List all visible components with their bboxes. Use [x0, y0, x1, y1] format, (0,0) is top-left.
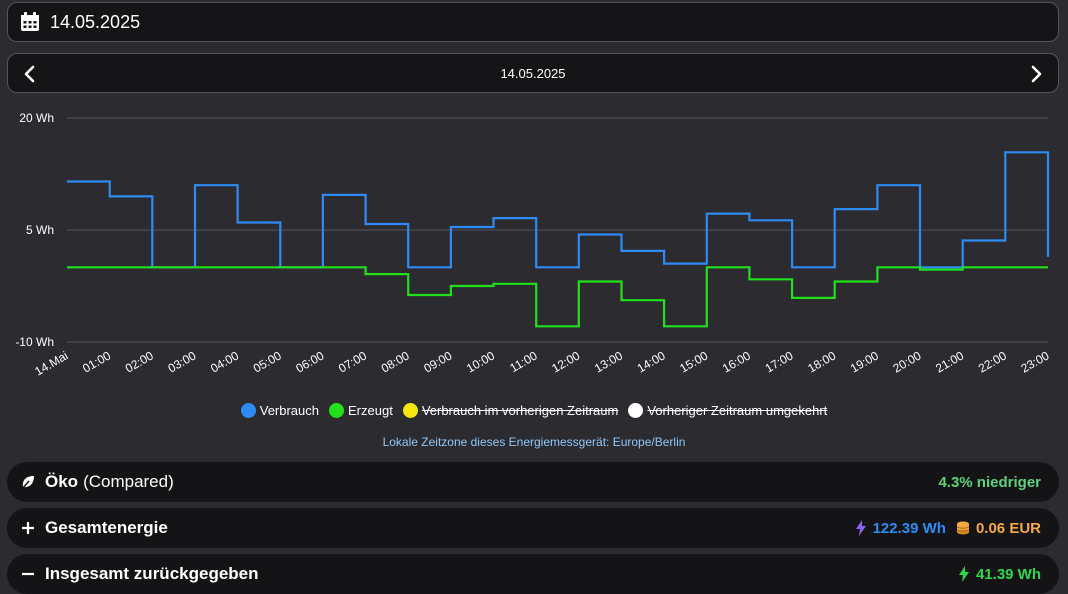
series-line-erzeugt: [67, 266, 1048, 328]
minus-icon: [19, 565, 37, 583]
returned-energy-label: Insgesamt zurückgegeben: [45, 564, 259, 583]
x-tick-label: 14.Mai: [32, 348, 70, 378]
eco-sub-label: (Compared): [83, 472, 174, 491]
timezone-note: Lokale Zeitzone dieses Energiemessgerät:…: [382, 435, 686, 449]
x-tick-label: 18:00: [805, 348, 838, 375]
x-tick-label: 09:00: [421, 348, 454, 375]
legend-dot: [329, 402, 344, 418]
chevron-right-icon[interactable]: [1024, 62, 1048, 86]
legend-label: Erzeugt: [348, 402, 393, 418]
legend-dot: [628, 402, 644, 418]
x-tick-label: 21:00: [933, 348, 966, 375]
x-tick-label: 14:00: [635, 348, 668, 375]
x-tick-label: 22:00: [976, 348, 1009, 375]
leaf-icon: [19, 473, 37, 491]
coins-icon: [956, 521, 970, 535]
x-tick-label: 19:00: [848, 348, 881, 375]
legend-item[interactable]: Vorheriger Zeitraum umgekehrt: [628, 402, 828, 418]
x-tick-label: 06:00: [293, 348, 326, 375]
legend-dot: [240, 402, 256, 418]
x-tick-label: 01:00: [80, 348, 113, 375]
chart-legend: Verbrauch Erzeugt Verbrauch im vorherigen …: [0, 400, 1068, 420]
x-tick-label: 20:00: [891, 348, 924, 375]
date-navigator: 14.05.2025: [7, 53, 1059, 93]
date-picker-field[interactable]: 14.05.2025: [7, 2, 1059, 42]
x-tick-label: 03:00: [165, 348, 198, 375]
x-tick-label: 15:00: [677, 348, 710, 375]
y-tick-label: 20 Wh: [19, 111, 54, 125]
total-energy-label: Gesamtenergie: [45, 518, 168, 537]
x-tick-label: 16:00: [720, 348, 753, 375]
date-value: 14.05.2025: [50, 11, 141, 32]
returned-energy-value: 41.39 Wh: [975, 565, 1041, 583]
x-tick-label: 10:00: [464, 348, 497, 375]
total-energy-value: 122.39 Wh: [872, 519, 946, 537]
legend-item[interactable]: Verbrauch im vorherigen Zeitraum: [402, 402, 619, 418]
series-line-verbrauch: [67, 151, 1050, 269]
legend-label: Verbrauch: [259, 402, 319, 418]
returned-energy-row[interactable]: Insgesamt zurückgegeben 41.39 Wh: [7, 554, 1059, 594]
total-cost-value: 0.06 EUR: [975, 519, 1041, 537]
x-tick-label: 12:00: [549, 348, 582, 375]
legend-item[interactable]: Erzeugt: [329, 402, 393, 418]
lightning-icon: [958, 566, 969, 582]
legend-item[interactable]: Verbrauch: [240, 402, 319, 418]
y-tick-label: 5 Wh: [26, 223, 54, 237]
plus-icon: [19, 519, 37, 537]
x-tick-label: 23:00: [1018, 348, 1051, 375]
eco-row[interactable]: Öko (Compared) 4.3% niedriger: [7, 462, 1059, 502]
legend-label: Verbrauch im vorherigen Zeitraum: [421, 402, 619, 418]
navigator-title: 14.05.2025: [500, 65, 566, 81]
total-energy-row[interactable]: Gesamtenergie 122.39 Wh 0.06 EUR: [7, 508, 1059, 548]
calendar-icon: [21, 12, 39, 31]
eco-label: Öko: [45, 472, 79, 491]
lightning-icon: [855, 520, 866, 536]
x-tick-label: 05:00: [251, 348, 284, 375]
x-tick-label: 02:00: [123, 348, 156, 375]
eco-value: 4.3% niedriger: [938, 473, 1041, 491]
x-tick-label: 08:00: [379, 348, 412, 375]
x-tick-label: 13:00: [592, 348, 625, 375]
x-tick-label: 11:00: [507, 348, 540, 375]
legend-dot: [402, 402, 418, 418]
x-tick-label: 04:00: [208, 348, 241, 375]
legend-label: Vorheriger Zeitraum umgekehrt: [647, 402, 828, 418]
chevron-left-icon[interactable]: [18, 62, 42, 86]
x-tick-label: 07:00: [336, 348, 369, 375]
y-tick-label: -10 Wh: [15, 335, 54, 349]
x-tick-label: 17:00: [763, 348, 796, 375]
